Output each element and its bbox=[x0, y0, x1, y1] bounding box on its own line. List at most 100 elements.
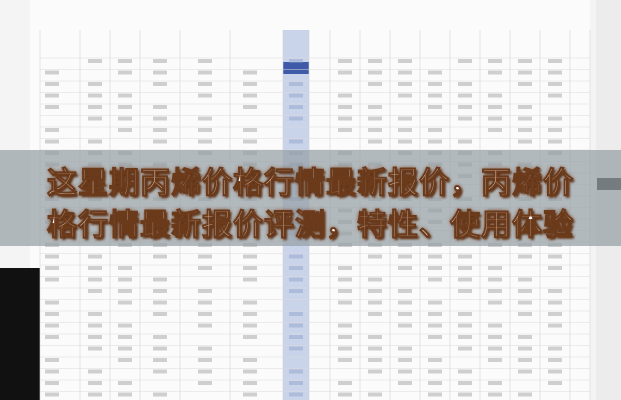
cell-smudge bbox=[45, 105, 59, 109]
cell-smudge bbox=[548, 381, 562, 385]
cell-smudge bbox=[289, 266, 303, 270]
cell-smudge bbox=[45, 266, 59, 270]
cell-smudge bbox=[289, 105, 303, 109]
cell-smudge bbox=[488, 266, 502, 270]
cell-smudge bbox=[338, 300, 352, 305]
cell-smudge bbox=[338, 277, 352, 282]
cell-smudge bbox=[45, 369, 59, 374]
cell-smudge bbox=[458, 266, 472, 270]
cell-smudge bbox=[428, 312, 442, 316]
cell-smudge bbox=[548, 358, 562, 362]
cell-smudge bbox=[518, 128, 532, 132]
cell-smudge bbox=[289, 369, 303, 374]
cell-smudge bbox=[338, 266, 352, 270]
cell-smudge bbox=[153, 70, 167, 75]
cell-smudge bbox=[368, 358, 382, 362]
cell-smudge bbox=[153, 277, 167, 282]
cell-smudge bbox=[488, 93, 502, 98]
cell-smudge bbox=[338, 335, 352, 339]
cell-smudge bbox=[243, 128, 257, 132]
cell-smudge bbox=[198, 346, 212, 351]
cell-smudge bbox=[289, 381, 303, 385]
cell-smudge bbox=[548, 312, 562, 316]
cell-smudge bbox=[338, 128, 352, 132]
cell-smudge bbox=[458, 277, 472, 282]
cell-smudge bbox=[398, 116, 412, 121]
cell-smudge bbox=[548, 82, 562, 86]
cell-smudge bbox=[289, 277, 303, 282]
cell-smudge bbox=[368, 139, 382, 144]
cell-smudge bbox=[118, 381, 132, 385]
cell-smudge bbox=[428, 128, 442, 132]
cell-smudge bbox=[243, 254, 257, 259]
cell-smudge bbox=[289, 346, 303, 351]
cell-smudge bbox=[488, 70, 502, 75]
cell-smudge bbox=[243, 105, 257, 109]
cell-smudge bbox=[153, 358, 167, 362]
cell-smudge bbox=[488, 335, 502, 339]
cell-smudge bbox=[458, 289, 472, 293]
cell-smudge bbox=[118, 116, 132, 121]
cell-smudge bbox=[458, 323, 472, 328]
cell-smudge bbox=[243, 139, 257, 144]
cell-smudge bbox=[368, 312, 382, 316]
cell-smudge bbox=[118, 392, 132, 397]
cell-smudge bbox=[243, 70, 257, 75]
cell-smudge bbox=[45, 82, 59, 86]
cell-smudge bbox=[458, 105, 472, 109]
cell-smudge bbox=[398, 289, 412, 293]
cell-smudge bbox=[243, 277, 257, 282]
cell-smudge bbox=[458, 312, 472, 316]
cell-smudge bbox=[153, 392, 167, 397]
cell-smudge bbox=[289, 392, 303, 397]
cell-smudge bbox=[153, 254, 167, 259]
cell-smudge bbox=[118, 300, 132, 305]
cell-smudge bbox=[488, 300, 502, 305]
cell-smudge bbox=[118, 59, 132, 63]
cell-smudge bbox=[45, 300, 59, 305]
cell-smudge bbox=[243, 335, 257, 339]
cell-smudge bbox=[198, 116, 212, 121]
cell-smudge bbox=[488, 381, 502, 385]
cell-smudge bbox=[398, 139, 412, 144]
cell-smudge bbox=[338, 392, 352, 397]
cell-smudge bbox=[153, 139, 167, 144]
cell-smudge bbox=[488, 289, 502, 293]
cell-smudge bbox=[118, 289, 132, 293]
cell-smudge bbox=[428, 82, 442, 86]
cell-smudge bbox=[518, 392, 532, 397]
cell-smudge bbox=[518, 335, 532, 339]
cell-smudge bbox=[88, 312, 102, 316]
cell-smudge bbox=[88, 139, 102, 144]
cell-smudge bbox=[428, 70, 442, 75]
cell-smudge bbox=[458, 116, 472, 121]
cell-smudge bbox=[118, 128, 132, 132]
cell-smudge bbox=[518, 277, 532, 282]
cell-smudge bbox=[518, 105, 532, 109]
cell-smudge bbox=[428, 266, 442, 270]
cell-smudge bbox=[153, 300, 167, 305]
cell-smudge bbox=[458, 346, 472, 351]
cell-smudge bbox=[88, 369, 102, 374]
cell-smudge bbox=[243, 323, 257, 328]
cell-smudge bbox=[398, 369, 412, 374]
cell-smudge bbox=[518, 369, 532, 374]
cell-smudge bbox=[198, 70, 212, 75]
cell-smudge bbox=[458, 369, 472, 374]
cell-smudge bbox=[368, 128, 382, 132]
cell-smudge bbox=[243, 392, 257, 397]
cell-smudge bbox=[488, 116, 502, 121]
cell-smudge bbox=[118, 266, 132, 270]
cell-smudge bbox=[428, 369, 442, 374]
cell-smudge bbox=[289, 312, 303, 316]
cell-smudge bbox=[368, 277, 382, 282]
cell-smudge bbox=[88, 323, 102, 328]
cell-smudge bbox=[45, 128, 59, 132]
cell-smudge bbox=[118, 346, 132, 351]
cell-smudge bbox=[88, 346, 102, 351]
cell-smudge bbox=[368, 82, 382, 86]
cell-smudge bbox=[398, 358, 412, 362]
cell-smudge bbox=[488, 59, 502, 63]
cell-smudge bbox=[338, 59, 352, 63]
